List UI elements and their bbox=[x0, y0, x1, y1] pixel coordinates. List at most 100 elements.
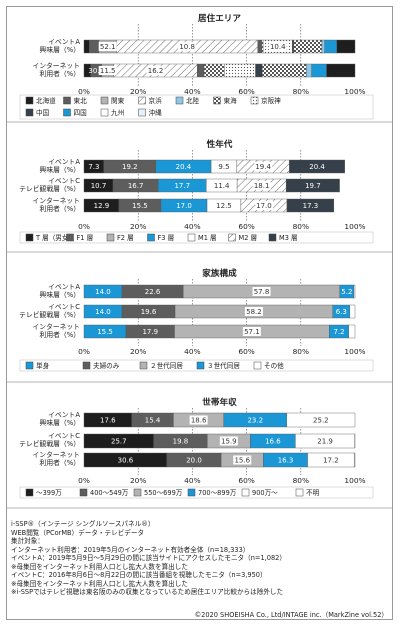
axis-tick: 80% bbox=[293, 87, 309, 96]
legend-label: M1 層 bbox=[198, 234, 217, 242]
data-label-bg bbox=[244, 307, 263, 316]
legend-swatch bbox=[100, 96, 109, 105]
data-label: 22.6 bbox=[145, 288, 161, 296]
bar-segment bbox=[292, 39, 294, 54]
data-label: 19.8 bbox=[173, 438, 189, 446]
bar-segment bbox=[203, 63, 225, 78]
data-label: 12.5 bbox=[216, 202, 232, 210]
axis-tick: 100% bbox=[344, 222, 365, 231]
data-label: 21.9 bbox=[317, 438, 333, 446]
data-label: 15.6 bbox=[234, 457, 250, 465]
chart-title: 居住エリア bbox=[198, 12, 241, 24]
data-label: 57.8 bbox=[254, 288, 270, 296]
data-label: 7.3 bbox=[88, 163, 99, 171]
note-line: ※母集団をインターネット利用人口とし拡大人数を算出した bbox=[11, 579, 188, 588]
axis-tick: 60% bbox=[238, 87, 254, 96]
data-label: 6.3 bbox=[336, 308, 347, 316]
legend-label: 900万〜 bbox=[252, 489, 278, 497]
data-label: 17.3 bbox=[303, 202, 319, 210]
chart-title: 家族構成 bbox=[202, 267, 237, 279]
legend-swatch bbox=[147, 233, 155, 242]
legend-label: 夫婦のみ bbox=[93, 361, 120, 370]
row-label: 興味層（%） bbox=[40, 290, 80, 299]
note-line: WEB閲覧（PCorMB）データ・テレビデータ bbox=[11, 528, 145, 537]
legend-swatch bbox=[133, 488, 142, 497]
note-line: 集計対象： bbox=[11, 537, 44, 545]
note-line: ※i-SSPではテレビ視聴は東名阪のみの収集となっているため居住エリア比較からは… bbox=[11, 588, 284, 596]
legend-swatch bbox=[138, 108, 146, 117]
row-label: インターネット bbox=[32, 450, 80, 459]
data-label: 17.0 bbox=[256, 202, 272, 210]
legend-frame bbox=[19, 231, 374, 244]
bar-segment bbox=[89, 39, 100, 54]
legend-swatch bbox=[106, 233, 115, 242]
axis-tick: 80% bbox=[293, 222, 309, 231]
legend-swatch bbox=[138, 96, 146, 105]
bar-segment bbox=[321, 39, 325, 54]
bar-segment bbox=[197, 63, 205, 78]
legend-swatch bbox=[25, 108, 34, 117]
note-line: i-SSP®（インテージ シングルソースパネル®） bbox=[11, 520, 155, 528]
legend-label: M2 層 bbox=[239, 234, 258, 242]
axis-tick: 0% bbox=[78, 222, 90, 231]
data-label: 20.4 bbox=[176, 163, 192, 171]
row-label: インターネット bbox=[32, 322, 80, 331]
axis-tick: 40% bbox=[184, 87, 200, 96]
legend-swatch bbox=[175, 96, 184, 105]
row-label: 利用者（%） bbox=[40, 458, 80, 467]
legend-label: 関東 bbox=[111, 96, 125, 105]
row-label: 利用者（%） bbox=[40, 204, 80, 213]
data-label: 10.7 bbox=[91, 182, 107, 190]
bar-segment bbox=[349, 304, 356, 319]
bar-segment bbox=[286, 198, 335, 213]
note-line: インターネット利用者：2019年5月のインターネット有効者全体（n=18,333… bbox=[11, 545, 250, 554]
note-line: イベントC：2016年8月6日〜8月22日の間に該当番組を視聴したモニタ（n=3… bbox=[11, 571, 267, 579]
legend-swatch bbox=[196, 361, 205, 370]
legend-label: F3 層 bbox=[158, 234, 175, 242]
legend-swatch bbox=[268, 233, 277, 242]
legend-swatch bbox=[25, 96, 34, 105]
bar-segment bbox=[348, 324, 356, 339]
row-label: 利用者（%） bbox=[40, 330, 80, 339]
data-label: 25.7 bbox=[111, 438, 127, 446]
row-label: イベントA bbox=[48, 283, 80, 291]
copyright: ©2020 SHOEISHA Co., Ltd/INTAGE inc.（Mark… bbox=[194, 611, 388, 619]
data-label-bg bbox=[178, 42, 197, 51]
legend-label: M3 層 bbox=[279, 234, 298, 242]
axis-tick: 60% bbox=[238, 476, 254, 485]
data-label: 16.6 bbox=[265, 438, 281, 446]
data-label: 52.1 bbox=[100, 43, 116, 51]
data-label-bg bbox=[252, 181, 271, 190]
data-label-bg bbox=[214, 162, 233, 171]
bar-segment bbox=[285, 178, 340, 193]
data-label-bg bbox=[189, 415, 208, 425]
legend-label: F1 層 bbox=[77, 234, 94, 242]
axis-tick: 40% bbox=[184, 476, 200, 485]
data-label: 11.4 bbox=[214, 182, 230, 190]
legend-swatch bbox=[100, 108, 109, 117]
data-label: 17.2 bbox=[323, 457, 339, 465]
legend-label: 北陸 bbox=[186, 96, 200, 105]
axis-tick: 20% bbox=[130, 87, 146, 96]
data-label: 25.2 bbox=[313, 417, 329, 425]
data-label: 17.9 bbox=[142, 328, 158, 336]
bar-segment bbox=[255, 63, 263, 78]
legend-label: 沖縄 bbox=[149, 108, 163, 117]
legend-swatch bbox=[253, 361, 262, 370]
data-label: 12.9 bbox=[94, 202, 110, 210]
legend-frame bbox=[19, 94, 374, 120]
data-label: 10.4 bbox=[270, 43, 286, 51]
legend-label: ３世代同居 bbox=[207, 361, 240, 370]
bar-segment bbox=[353, 284, 356, 299]
legend-label: 東北 bbox=[74, 96, 88, 105]
legend-label: 〜399万 bbox=[36, 489, 62, 497]
data-label: 20.4 bbox=[309, 163, 325, 171]
data-label-bg bbox=[98, 66, 117, 75]
data-label: 17.7 bbox=[174, 182, 190, 190]
axis-tick: 100% bbox=[344, 87, 365, 96]
data-label-bg bbox=[254, 162, 273, 171]
note-line: イベントA：2019年5月9日〜5月29日の間に該当サイトにアクセスしたモニタ（… bbox=[11, 554, 286, 562]
legend-swatch bbox=[250, 96, 259, 105]
row-label: イベントA bbox=[48, 158, 80, 166]
